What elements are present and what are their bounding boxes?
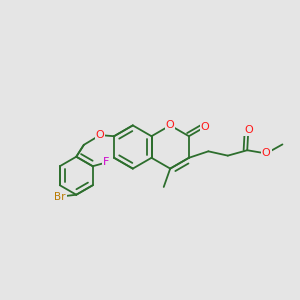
Text: O: O <box>96 130 104 140</box>
Text: O: O <box>244 125 253 135</box>
Text: Br: Br <box>54 192 66 202</box>
Text: O: O <box>262 148 271 158</box>
Text: O: O <box>166 120 175 130</box>
Text: O: O <box>200 122 209 132</box>
Text: F: F <box>103 158 110 167</box>
